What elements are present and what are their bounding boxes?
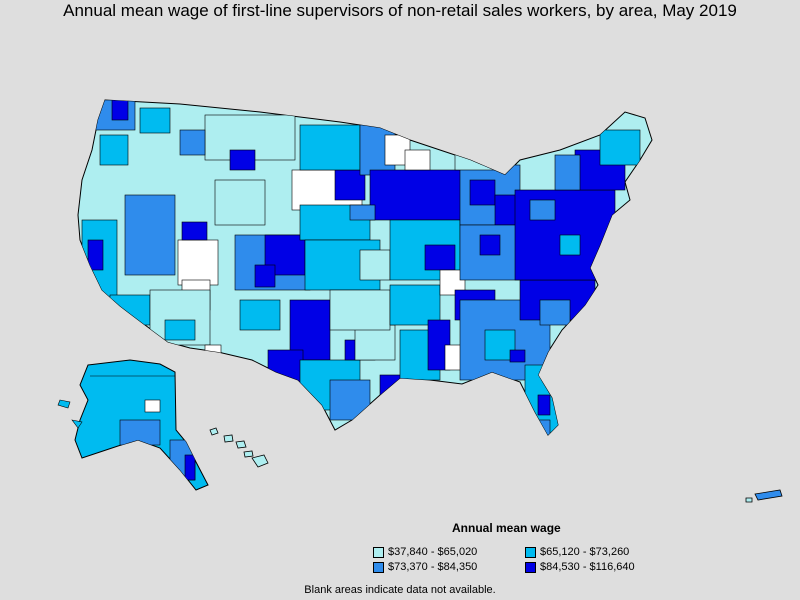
legend-item-3: $73,370 - $84,350 — [373, 561, 477, 573]
legend-swatch-3 — [373, 561, 384, 573]
legend-title: Annual mean wage — [452, 521, 561, 535]
puerto-rico-region — [745, 489, 783, 503]
legend-item-4: $84,530 - $116,640 — [525, 561, 635, 573]
legend-label-1: $37,840 - $65,020 — [388, 546, 478, 558]
alaska-region — [57, 359, 209, 491]
hawaii-region — [209, 427, 269, 468]
contiguous-us-region — [77, 99, 653, 436]
legend-label-2: $65,120 - $73,260 — [540, 546, 630, 558]
legend-label-4: $84,530 - $116,640 — [540, 561, 635, 573]
legend-swatch-2 — [525, 546, 536, 558]
map-title: Annual mean wage of first-line superviso… — [63, 1, 737, 20]
legend-swatch-4 — [525, 561, 536, 573]
legend-item-1: $37,840 - $65,020 — [373, 546, 477, 558]
no-data-note: Blank areas indicate data not available. — [304, 584, 496, 596]
legend-swatch-1 — [373, 546, 384, 558]
legend-item-2: $65,120 - $73,260 — [525, 546, 629, 558]
legend-label-3: $73,370 - $84,350 — [388, 561, 478, 573]
